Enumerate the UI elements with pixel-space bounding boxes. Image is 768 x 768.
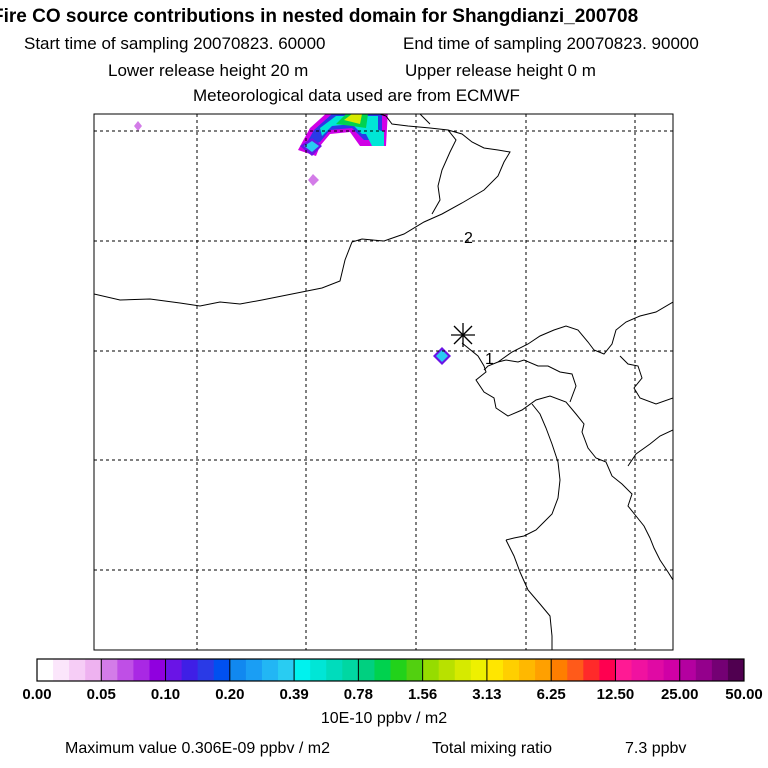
grid-lines — [94, 114, 673, 650]
total-mixing-label: Total mixing ratio — [432, 740, 553, 757]
map-label-1: 1 — [485, 351, 494, 368]
colorbar-cell — [69, 659, 86, 681]
colorbar-tick-label: 0.39 — [279, 686, 309, 703]
colorbar-cell — [101, 659, 118, 681]
colorbar-cell — [358, 659, 375, 681]
colorbar-tick-label: 0.05 — [86, 686, 116, 703]
receptor-star-icon — [451, 323, 475, 347]
sampling-start: Start time of sampling 20070823. 60000 — [24, 34, 326, 53]
colorbar-cell — [663, 659, 681, 681]
colorbar-cell — [615, 659, 633, 681]
colorbar-tick-label: 6.25 — [536, 686, 566, 703]
colorbar-cell — [583, 659, 600, 681]
meteo-source: Meteorological data used are from ECMWF — [193, 86, 520, 105]
colorbar-tick-label: 0.00 — [22, 686, 52, 703]
colorbar-cell — [53, 659, 70, 681]
colorbar-cell — [422, 659, 440, 681]
colorbar-cell — [181, 659, 199, 681]
page-title: Fire CO source contributions in nested d… — [0, 6, 639, 27]
colorbar-cell — [519, 659, 536, 681]
colorbar-cell — [229, 659, 247, 681]
colorbar-cell — [37, 659, 54, 681]
map-frame — [93, 113, 674, 651]
total-mixing-value: 7.3 ppbv — [625, 740, 687, 757]
sampling-end: End time of sampling 20070823. 90000 — [403, 34, 699, 53]
colorbar-cell — [695, 659, 713, 681]
colorbar-cell — [567, 659, 584, 681]
colorbar-tick-label: 50.00 — [725, 686, 763, 703]
colorbar — [37, 659, 745, 681]
colorbar-cell — [711, 659, 729, 681]
colorbar-cell — [502, 659, 520, 681]
colorbar-tick-label: 0.10 — [150, 686, 181, 703]
colorbar-tick-label: 25.00 — [660, 686, 699, 703]
map-label-2: 2 — [464, 230, 473, 247]
colorbar-cell — [133, 659, 150, 681]
colorbar-cell — [294, 659, 311, 681]
colorbar-cell — [197, 659, 215, 681]
colorbar-cell — [245, 659, 263, 681]
colorbar-cell — [342, 659, 359, 681]
colorbar-tick-label: 1.56 — [408, 686, 438, 703]
colorbar-cell — [117, 659, 134, 681]
colorbar-cell — [470, 659, 488, 681]
colorbar-cell — [310, 659, 327, 681]
colorbar-cell — [599, 659, 616, 681]
colorbar-frame — [36, 658, 745, 682]
colorbar-cell — [679, 659, 697, 681]
colorbar-cell — [261, 659, 279, 681]
colorbar-cell — [551, 659, 568, 681]
colorbar-cell — [631, 659, 649, 681]
colorbar-cell — [727, 659, 745, 681]
colorbar-cell — [149, 659, 167, 681]
plume-north — [134, 114, 388, 186]
colorbar-cell — [213, 659, 231, 681]
colorbar-cell — [165, 659, 183, 681]
colorbar-tick-label: 0.20 — [215, 686, 245, 703]
colorbar-cell — [374, 659, 391, 681]
colorbar-cell — [535, 659, 552, 681]
colorbar-tick-label: 3.13 — [472, 686, 502, 703]
colorbar-tick-label: 0.78 — [343, 686, 373, 703]
colorbar-cell — [278, 659, 295, 681]
colorbar-cell — [647, 659, 665, 681]
colorbar-cell — [390, 659, 408, 681]
colorbar-cell — [85, 659, 102, 681]
colorbar-cell — [438, 659, 456, 681]
colorbar-units: 10E-10 ppbv / m2 — [320, 710, 448, 727]
lower-release-height: Lower release height 20 m — [108, 61, 309, 80]
coastlines — [94, 114, 673, 650]
maximum-value: Maximum value 0.306E-09 ppbv / m2 — [65, 740, 331, 757]
colorbar-cell — [406, 659, 424, 681]
colorbar-tick-label: 12.50 — [596, 686, 635, 703]
colorbar-cell — [454, 659, 472, 681]
colorbar-cell — [326, 659, 343, 681]
plume-spot — [433, 347, 451, 365]
colorbar-cell — [486, 659, 504, 681]
upper-release-height: Upper release height 0 m — [405, 61, 596, 80]
